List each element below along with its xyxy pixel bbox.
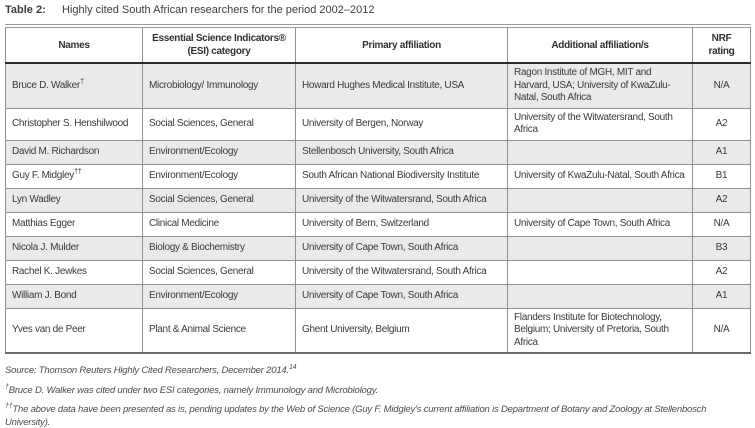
table-row: Bruce D. Walker† Microbiology/ Immunolog… [5,62,751,109]
column-header-nrf-rating-label: NRF rating [708,33,735,57]
researcher-name: Lyn Wadley [12,193,61,205]
researcher-name: Guy F. Midgley [12,169,74,181]
cell-nrf-rating: B1 [692,163,751,189]
cell-additional-affiliation: Ragon Institute of MGH, MIT and Harvard,… [507,62,693,109]
table-row: David M. Richardson Environment/Ecology … [5,139,751,165]
table-row: Nicola J. Mulder Biology & Biochemistry … [5,235,751,261]
cell-name: David M. Richardson [5,139,143,165]
cell-primary-affiliation: Stellenbosch University, South Africa [295,139,508,165]
header-row: Names Essential Science Indicators® (ESI… [5,26,751,64]
cell-nrf-rating: A1 [692,139,751,165]
cell-primary-affiliation: University of Bergen, Norway [295,107,508,141]
table-row: Matthias Egger Clinical Medicine Univers… [5,211,751,237]
cell-esi-category: Environment/Ecology [142,163,296,189]
researcher-name: Bruce D. Walker [12,79,80,91]
cell-primary-affiliation: Ghent University, Belgium [295,307,508,354]
cell-additional-affiliation [507,235,693,261]
cell-nrf-rating: N/A [692,211,751,237]
cell-name: William J. Bond [5,283,143,309]
cell-name: Rachel K. Jewkes [5,259,143,285]
cell-additional-affiliation: University of Cape Town, South Africa [507,211,693,237]
cell-nrf-rating: A2 [692,259,751,285]
cell-name: Yves van de Peer [5,307,143,354]
cell-esi-category: Clinical Medicine [142,211,296,237]
table-row: Lyn Wadley Social Sciences, General Univ… [5,187,751,213]
footnote-dagger: †Bruce D. Walker was cited under two ESI… [5,383,750,398]
column-header-names-label: Names [58,39,90,51]
cell-nrf-rating: A1 [692,283,751,309]
cell-additional-affiliation [507,283,693,309]
table-caption: Table 2: Highly cited South African resea… [5,4,750,16]
column-header-esi-category: Essential Science Indicators® (ESI) cate… [142,26,296,64]
source-note-text: Source: Thomson Reuters Highly Cited Res… [5,365,289,376]
cell-primary-affiliation: University of Cape Town, South Africa [295,283,508,309]
cell-nrf-rating: N/A [692,62,751,109]
cell-esi-category: Microbiology/ Immunology [142,62,296,109]
cell-name: Guy F. Midgley†† [5,163,143,189]
footnote-symbol: †† [5,402,13,410]
footnote-symbol: † [5,383,9,391]
cell-primary-affiliation: University of Cape Town, South Africa [295,235,508,261]
cell-esi-category: Environment/Ecology [142,139,296,165]
cell-name: Lyn Wadley [5,187,143,213]
cell-nrf-rating: A2 [692,187,751,213]
researcher-name: Matthias Egger [12,217,76,229]
cell-esi-category: Plant & Animal Science [142,307,296,354]
footnote-marker: † [79,76,84,86]
researcher-name: William J. Bond [12,289,77,301]
cell-esi-category: Social Sciences, General [142,107,296,141]
cell-esi-category: Social Sciences, General [142,259,296,285]
cell-name: Bruce D. Walker† [5,62,143,109]
table-caption-title: Highly cited South African researchers f… [62,4,375,16]
column-header-nrf-rating: NRF rating [692,26,751,64]
cell-additional-affiliation [507,259,693,285]
column-header-primary-affiliation-label: Primary affiliation [362,39,441,51]
cell-additional-affiliation: Flanders Institute for Biotechnology, Be… [507,307,693,354]
footnote-text: Bruce D. Walker was cited under two ESI … [8,384,378,396]
cell-name: Nicola J. Mulder [5,235,143,261]
researcher-name: Rachel K. Jewkes [12,265,87,277]
reference-number: 14 [288,363,297,371]
table-row: Rachel K. Jewkes Social Sciences, Genera… [5,259,751,285]
researcher-name: Yves van de Peer [12,324,86,335]
cell-additional-affiliation [507,187,693,213]
cell-additional-affiliation: University of the Witwatersrand, South A… [507,107,693,141]
researcher-name: David M. Richardson [12,145,100,157]
cell-esi-category: Social Sciences, General [142,187,296,213]
footnote-marker: †† [73,166,82,176]
table-caption-label: Table 2: [5,4,46,16]
table-notes: Source: Thomson Reuters Highly Cited Res… [5,363,750,428]
column-header-names: Names [5,26,143,64]
cell-primary-affiliation: South African National Biodiversity Inst… [295,163,508,189]
cell-additional-affiliation: University of KwaZulu-Natal, South Afric… [507,163,693,189]
researcher-name: Nicola J. Mulder [12,241,79,253]
footnote-text: The above data have been presented as is… [5,404,707,428]
cell-nrf-rating: N/A [692,307,751,354]
table-row: William J. Bond Environment/Ecology Univ… [5,283,751,309]
researchers-table: Names Essential Science Indicators® (ESI… [5,24,751,354]
column-header-esi-category-label: Essential Science Indicators® (ESI) cate… [152,33,286,57]
cell-nrf-rating: B3 [692,235,751,261]
cell-primary-affiliation: Howard Hughes Medical Institute, USA [295,62,508,109]
cell-esi-category: Biology & Biochemistry [142,235,296,261]
footnote-double-dagger: ††The above data have been presented as … [5,402,750,428]
table-row: Yves van de Peer Plant & Animal Science … [5,307,751,354]
cell-primary-affiliation: University of the Witwatersrand, South A… [295,187,508,213]
cell-primary-affiliation: University of the Witwatersrand, South A… [295,259,508,285]
cell-nrf-rating: A2 [692,107,751,141]
cell-name: Matthias Egger [5,211,143,237]
table-row: Guy F. Midgley†† Environment/Ecology Sou… [5,163,751,189]
table-row: Christopher S. Henshilwood Social Scienc… [5,107,751,141]
column-header-additional-affiliation: Additional affiliation/s [507,26,693,64]
researcher-name: Christopher S. Henshilwood [12,117,129,129]
cell-additional-affiliation [507,139,693,165]
source-note: Source: Thomson Reuters Highly Cited Res… [5,363,750,378]
cell-esi-category: Environment/Ecology [142,283,296,309]
cell-name: Christopher S. Henshilwood [5,107,143,141]
cell-primary-affiliation: University of Bern, Switzerland [295,211,508,237]
column-header-additional-affiliation-label: Additional affiliation/s [551,39,649,51]
column-header-primary-affiliation: Primary affiliation [295,26,508,64]
